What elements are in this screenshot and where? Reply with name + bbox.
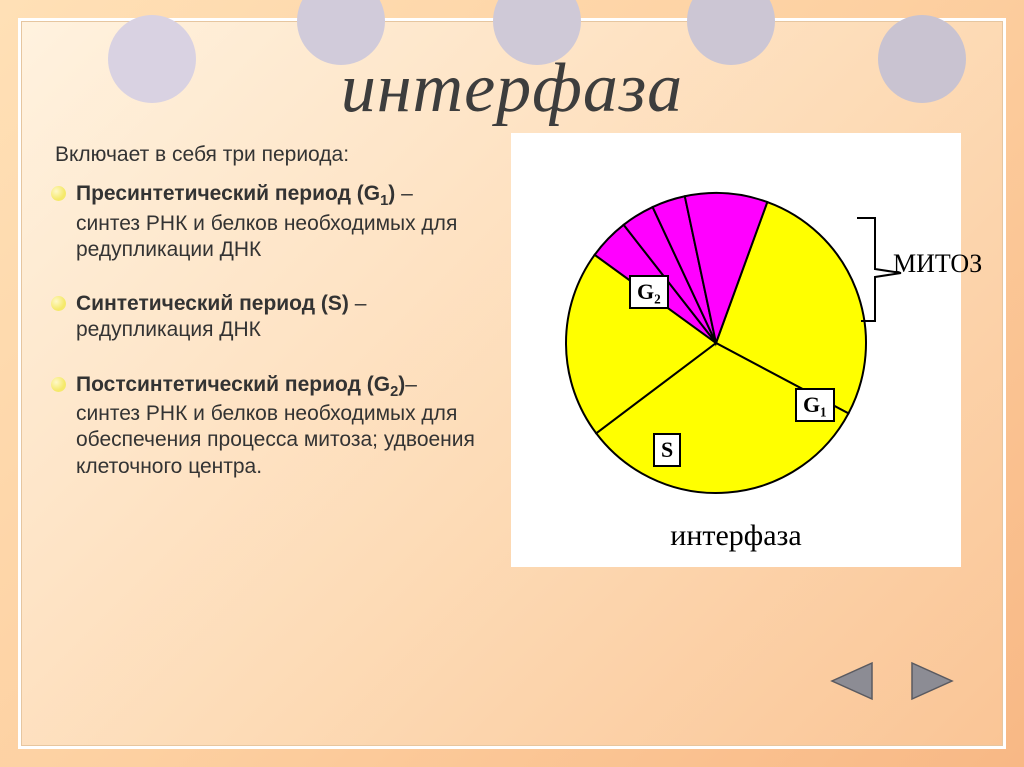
figure-caption: интерфаза <box>511 519 961 553</box>
list-item-text: Синтетический период (S) – редупликация … <box>76 291 481 344</box>
mitosis-label: МИТОЗ <box>893 249 982 279</box>
nav-buttons <box>827 658 957 704</box>
cell-cycle-figure: G₂G₁S МИТОЗ интерфаза <box>511 133 961 567</box>
mitosis-bracket <box>511 133 961 567</box>
prev-button[interactable] <box>827 658 877 704</box>
list-item: Постсинтетический период (G2)– синтез РН… <box>51 372 481 480</box>
list-item: Пресинтетический период (G1) – синтез РН… <box>51 181 481 263</box>
list-item-text: Пресинтетический период (G1) – синтез РН… <box>76 181 481 263</box>
slide-frame: интерфаза Включает в себя три периода: П… <box>18 18 1006 749</box>
arrow-right-icon <box>908 659 956 703</box>
bullet-list: Пресинтетический период (G1) – синтез РН… <box>51 181 481 480</box>
bullet-icon <box>51 186 66 201</box>
next-button[interactable] <box>907 658 957 704</box>
bullet-icon <box>51 377 66 392</box>
bullet-icon <box>51 296 66 311</box>
decor-circle <box>878 15 966 103</box>
list-item-text: Постсинтетический период (G2)– синтез РН… <box>76 372 481 480</box>
intro-text: Включает в себя три периода: <box>55 143 481 167</box>
content-row: Включает в себя три периода: Пресинтетич… <box>21 129 1003 567</box>
arrow-left-icon <box>828 659 876 703</box>
list-item: Синтетический период (S) – редупликация … <box>51 291 481 344</box>
text-column: Включает в себя три периода: Пресинтетич… <box>51 129 481 567</box>
decor-circle <box>108 15 196 103</box>
diagram-column: G₂G₁S МИТОЗ интерфаза <box>481 129 973 567</box>
